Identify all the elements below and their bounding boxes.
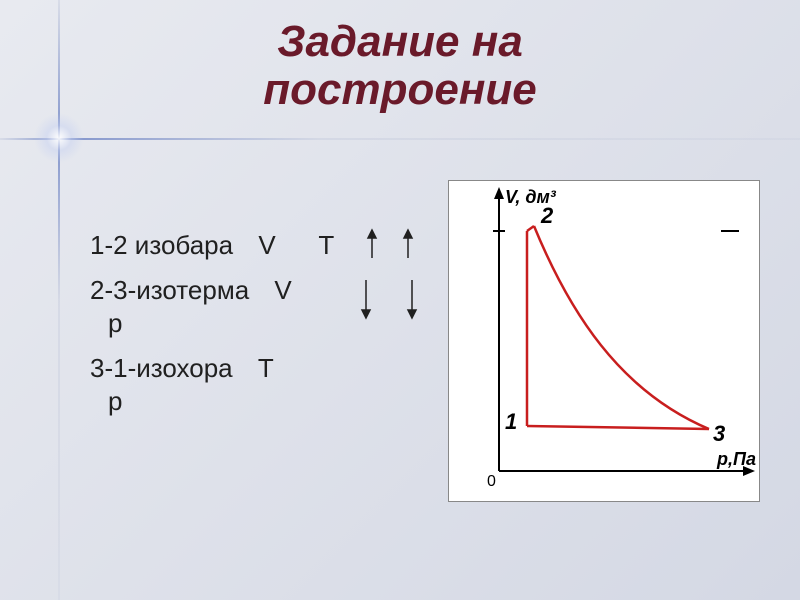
row-1-label: 1-2 изобара xyxy=(90,230,233,260)
page-title: Задание на построение xyxy=(0,18,800,115)
slide: Задание на построение 1-2 изобара V T 2-… xyxy=(0,0,800,600)
point-1-label: 1 xyxy=(505,409,517,435)
row-2-vars: V xyxy=(274,273,309,308)
point-2-label: 2 xyxy=(541,203,553,229)
row-3-wrap: p xyxy=(108,384,420,419)
content-block: 1-2 изобара V T 2-3-изотерма V p 3-1-изо… xyxy=(90,228,420,429)
row-3-vars: T xyxy=(258,351,292,386)
title-line-1: Задание на xyxy=(277,17,523,66)
x-axis-label: p,Па xyxy=(717,449,756,470)
row-2: 2-3-изотерма V p xyxy=(90,273,420,341)
row-2-wrap: p xyxy=(108,306,420,341)
row-1: 1-2 изобара V T xyxy=(90,228,420,263)
point-3-label: 3 xyxy=(713,421,725,447)
chart-inner: V, дм³ p,Па 0 1 2 3 xyxy=(449,181,759,501)
zero-label: 0 xyxy=(487,473,496,491)
chart-path xyxy=(527,226,709,429)
row-1-vars: V T xyxy=(258,228,352,263)
chart-svg xyxy=(449,181,759,501)
decorative-flare xyxy=(34,113,84,163)
decorative-axis-horizontal xyxy=(0,138,800,140)
title-line-2: построение xyxy=(263,65,537,114)
row-2-label: 2-3-изотерма xyxy=(90,275,249,305)
row-3-label: 3-1-изохора xyxy=(90,353,233,383)
row-3: 3-1-изохора T p xyxy=(90,351,420,419)
chart-container: V, дм³ p,Па 0 1 2 3 xyxy=(448,180,760,502)
